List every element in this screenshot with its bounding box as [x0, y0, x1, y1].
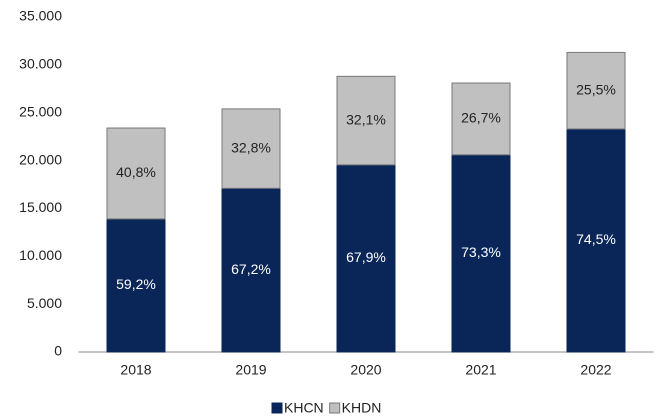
data-label: 32,8% — [231, 139, 271, 155]
bar-segment — [336, 75, 396, 166]
data-label: 40,8% — [116, 164, 156, 180]
y-tick-label: 20.000 — [19, 151, 62, 167]
legend-swatch — [271, 402, 283, 414]
data-label: 67,9% — [346, 249, 386, 265]
bar-segment — [106, 218, 166, 353]
data-label: 59,2% — [116, 276, 156, 292]
x-tick-label: 2019 — [235, 362, 266, 378]
y-tick-label: 0 — [54, 343, 62, 359]
y-tick-label: 25.000 — [19, 103, 62, 119]
bar-segment — [451, 82, 511, 156]
data-label: 73,3% — [461, 244, 501, 260]
y-tick-label: 35.000 — [19, 8, 62, 24]
bar-segment — [566, 51, 626, 130]
y-tick-label: 30.000 — [19, 56, 62, 72]
data-label: 25,5% — [576, 81, 616, 97]
bar-segment — [336, 164, 396, 353]
legend-label: KHDN — [342, 400, 382, 416]
data-label: 26,7% — [461, 110, 501, 126]
bar-segment — [106, 127, 166, 220]
data-label: 74,5% — [576, 231, 616, 247]
legend-swatch — [329, 402, 341, 414]
bar-segment — [451, 154, 511, 353]
x-tick-label: 2020 — [350, 362, 381, 378]
legend-label: KHCN — [284, 400, 324, 416]
bar-segment — [221, 108, 281, 189]
x-tick-label: 2018 — [120, 362, 151, 378]
data-label: 67,2% — [231, 261, 271, 277]
y-tick-label: 5.000 — [27, 295, 62, 311]
bar-segment — [566, 128, 626, 353]
x-tick-label: 2022 — [580, 362, 611, 378]
data-label: 32,1% — [346, 111, 386, 127]
x-tick-label: 2021 — [465, 362, 496, 378]
y-tick-label: 15.000 — [19, 199, 62, 215]
y-tick-label: 10.000 — [19, 247, 62, 263]
